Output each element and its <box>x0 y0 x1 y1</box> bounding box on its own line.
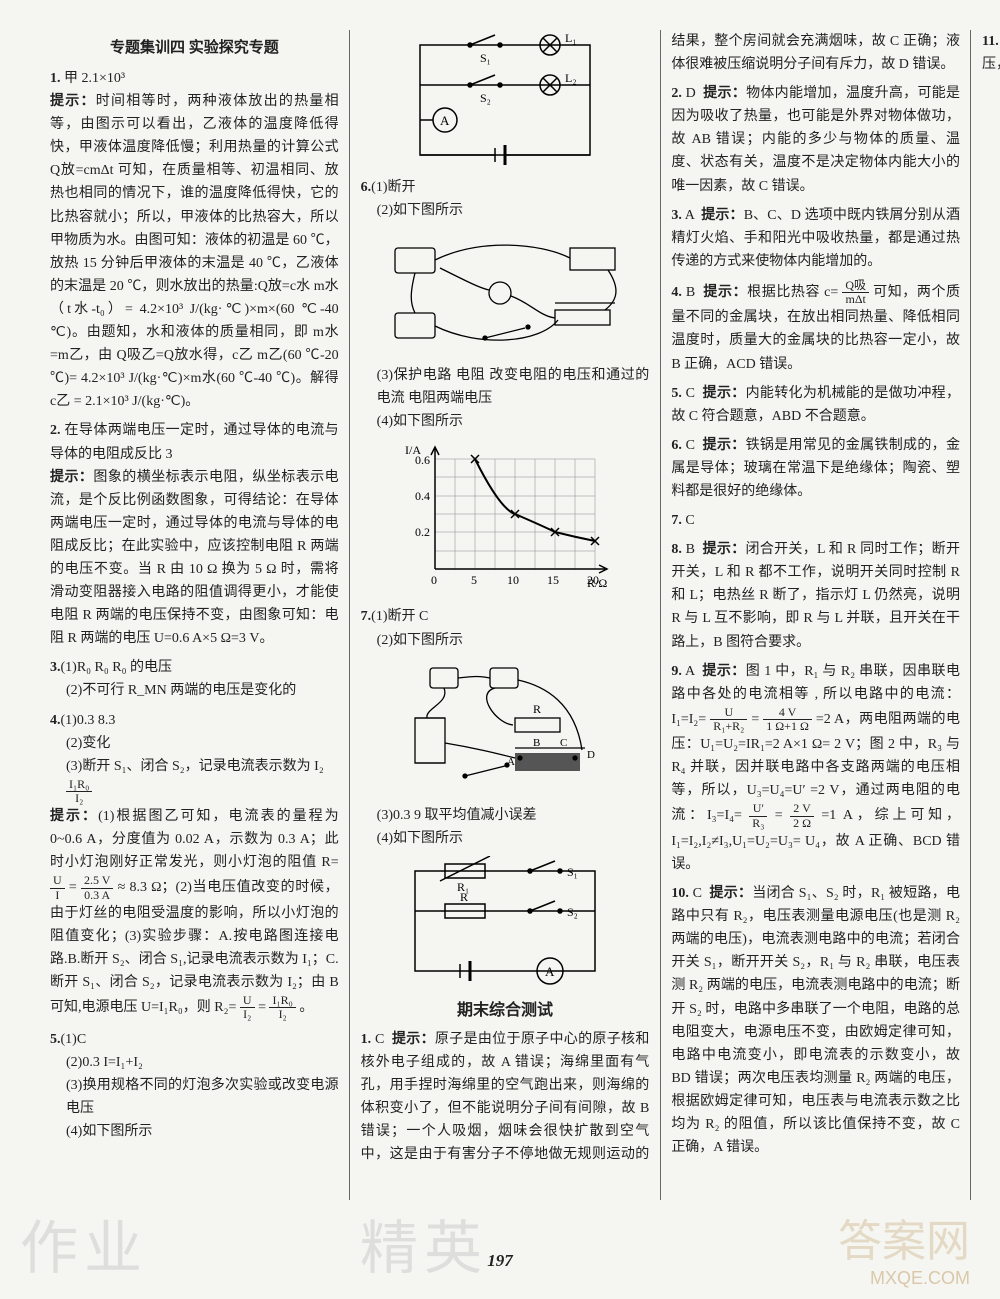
q5: 5.(1)C (2)0.3 I=I₁+I₂ (3)换用规格不同的灯泡多次实验或改… <box>50 1028 339 1143</box>
fe-q9: 9. A 提示：图 1 中，R₁ 与 R₂ 串联，因串联电路中各处的电流相等 ,… <box>671 660 960 876</box>
q4-num: 4. <box>50 713 61 728</box>
q6b: (3)保护电路 电阻 改变电阻的电压和通过的电流 电阻两端电压 (4)如下图所示 <box>361 364 650 433</box>
q7-p4: (4)如下图所示 <box>361 827 650 850</box>
q2-ans: 在导体两端电压一定时，通过导体的电流与导体的电阻成反比 3 <box>50 423 339 461</box>
q5-p1: (1)C <box>61 1032 87 1047</box>
svg-text:D: D <box>587 749 595 761</box>
svg-text:R: R <box>460 890 468 904</box>
circuit7a-figure: R A B C D <box>395 658 615 798</box>
svg-text:20: 20 <box>587 573 599 587</box>
q5-num: 5. <box>50 1032 61 1047</box>
svg-text:15: 15 <box>547 573 559 587</box>
fe-q4-frac: Q吸mΔt <box>842 279 869 306</box>
q7-p2: (2)如下图所示 <box>361 629 650 652</box>
q5-p2: (2)0.3 I=I₁+I₂ <box>50 1051 339 1074</box>
fe-q5: 5. C 提示：内能转化为机械能的是做功冲程，故 C 符合题意，ABD 不合题意… <box>671 382 960 428</box>
q6: 6.(1)断开 (2)如下图所示 <box>361 176 650 222</box>
q7: 7.(1)断开 C (2)如下图所示 <box>361 605 650 651</box>
q7-p1: (1)断开 C <box>371 609 428 624</box>
svg-text:S₁: S₁ <box>567 865 578 879</box>
q7b: (3)0.3 9 取平均值减小误差 (4)如下图所示 <box>361 804 650 850</box>
q6-p3: (3)保护电路 电阻 改变电阻的电压和通过的电流 电阻两端电压 <box>361 364 650 410</box>
svg-text:5: 5 <box>471 573 477 587</box>
fe-q7: 7. C <box>671 509 960 532</box>
watermark-site: MXQE.COM <box>870 1268 970 1289</box>
q4-p2: (2)变化 <box>50 732 339 755</box>
q6-chart: I/A R/Ω 0.60.40.2 0510 1520 <box>395 439 615 599</box>
q1-hint-label: 提示： <box>50 94 96 109</box>
svg-text:10: 10 <box>507 573 519 587</box>
q7-p3: (3)0.3 9 取平均值减小误差 <box>361 804 650 827</box>
q4-frac: I₁R₀I₂ <box>66 778 92 805</box>
section4-title: 专题集训四 实验探究专题 <box>50 36 339 57</box>
q1-hint: 时间相等时，两种液体放出的热量相等，由图示可以看出，乙液体的温度降低得快，甲液体… <box>50 94 339 409</box>
q1: 1. 甲 2.1×10³ 提示：时间相等时，两种液体放出的热量相等，由图示可以看… <box>50 67 339 413</box>
q3: 3.(1)R₀ R₀ R₀ 的电压 (2)不可行 R_MN 两端的电压是变化的 <box>50 656 339 702</box>
q4-frac2: 2.5 V0.3 A <box>81 874 113 901</box>
q2: 2. 在导体两端电压一定时，通过导体的电流与导体的电阻成反比 3 提示：图象的横… <box>50 419 339 650</box>
page-content: 专题集训四 实验探究专题 1. 甲 2.1×10³ 提示：时间相等时，两种液体放… <box>0 0 1000 1220</box>
page-number: 197 <box>0 1251 1000 1271</box>
svg-text:S₂: S₂ <box>567 905 578 919</box>
q2-hint-label: 提示： <box>50 470 93 485</box>
q4-hint-label: 提示： <box>50 809 98 824</box>
svg-text:S₁: S₁ <box>480 51 491 65</box>
svg-text:L₂: L₂ <box>565 71 577 85</box>
fe-q2: 2. D 提示：物体内能增加，温度升高，可能是因为吸收了热量，也可能是外界对物体… <box>671 82 960 197</box>
svg-text:0.2: 0.2 <box>415 525 430 539</box>
q7-num: 7. <box>361 609 372 624</box>
q1-num: 1. <box>50 71 61 86</box>
svg-text:B: B <box>533 737 540 749</box>
q4-p3: (3)断开 S₁、闭合 S₂，记录电流表示数为 I₂ <box>50 755 339 778</box>
fe-q8: 8. B 提示：闭合开关，L 和 R 同时工作；断开开关，L 和 R 都不工作，… <box>671 538 960 653</box>
circuit7b-figure: R₁ S₁ R S₂ A <box>395 856 615 986</box>
q4-frac1: UI <box>50 874 65 901</box>
q6-p4: (4)如下图所示 <box>361 410 650 433</box>
q6-p2: (2)如下图所示 <box>361 199 650 222</box>
q3-p1: (1)R₀ R₀ R₀ 的电压 <box>61 660 172 675</box>
fe-q6: 6. C 提示：铁锅是用常见的金属铁制成的，金属是导体；玻璃在常温下是绝缘体；陶… <box>671 434 960 503</box>
q5-p3: (3)换用规格不同的灯泡多次实验或改变电源电压 <box>50 1074 339 1120</box>
q6-num: 6. <box>361 180 372 195</box>
q2-num: 2. <box>50 423 61 438</box>
circuit5-figure: S₁ L₁ S₂ L₂ A <box>400 30 610 170</box>
q4-frac3: UI₂ <box>240 994 255 1021</box>
svg-text:S₂: S₂ <box>480 91 491 105</box>
q2-hint: 图象的横坐标表示电阻，纵坐标表示电流，是个反比例函数图象，可得结论：在导体两端电… <box>50 470 339 647</box>
svg-text:R: R <box>533 702 541 716</box>
fe-q3: 3. A 提示：B、C、D 选项中既内铁屑分别从酒精灯火焰、手和阳光中吸收热量，… <box>671 204 960 273</box>
final-exam-title: 期末综合测试 <box>361 996 650 1020</box>
svg-text:0.6: 0.6 <box>415 453 430 467</box>
fe-q11: 11. D 提示：R₁ 与 R₂ 并联，电压表测电源的电压，电流表 A <box>982 30 1000 76</box>
svg-text:0.4: 0.4 <box>415 489 430 503</box>
q3-p2: (2)不可行 R_MN 两端的电压是变化的 <box>50 679 339 702</box>
svg-text:A: A <box>545 964 555 979</box>
q4: 4.(1)0.3 8.3 (2)变化 (3)断开 S₁、闭合 S₂，记录电流表示… <box>50 709 339 1022</box>
q6-p1: (1)断开 <box>371 180 415 195</box>
svg-text:A: A <box>440 113 450 128</box>
fe-q4: 4. B 提示：根据比热容 c= Q吸mΔt 可知，两个质量不同的金属块，在放出… <box>671 279 960 376</box>
svg-text:L₁: L₁ <box>565 31 577 45</box>
svg-text:C: C <box>560 737 567 749</box>
circuit6-figure <box>380 228 630 358</box>
svg-text:0: 0 <box>431 573 437 587</box>
q4-frac4: I₁R₀I₂ <box>269 994 295 1021</box>
q4-hint3: 。 <box>299 1000 313 1015</box>
fe-q10: 10. C 提示：当闭合 S₁、S₂ 时，R₁ 被短路，电路中只有 R₂，电压表… <box>671 882 960 1159</box>
q3-num: 3. <box>50 660 61 675</box>
q1-ans: 甲 2.1×10³ <box>64 71 125 86</box>
q5-p4: (4)如下图所示 <box>50 1120 339 1143</box>
q4-p1: (1)0.3 8.3 <box>61 713 116 728</box>
